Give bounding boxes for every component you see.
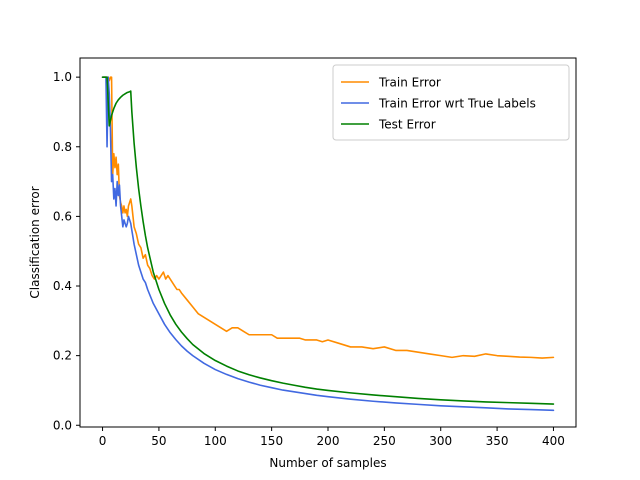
- y-tick-label: 0.2: [53, 349, 72, 363]
- x-tick-label: 300: [429, 434, 452, 448]
- legend-label: Train Error: [378, 76, 441, 90]
- series-line-train-error: [101, 76, 555, 359]
- y-tick-label: 0.8: [53, 140, 72, 154]
- x-axis-label: Number of samples: [269, 456, 386, 470]
- x-tick-label: 250: [373, 434, 396, 448]
- y-tick-label: 0.0: [53, 418, 72, 432]
- x-tick-label: 350: [486, 434, 509, 448]
- series-line-train-error-wrt-true-labels: [101, 76, 555, 412]
- legend-box: [332, 64, 570, 141]
- y-axis-ticks: 0.0 0.2 0.4 0.6 0.8 1.0: [53, 70, 80, 432]
- series-layer: [101, 76, 555, 412]
- y-tick-label: 1.0: [53, 70, 72, 84]
- y-tick-label: 0.6: [53, 209, 72, 223]
- series-line-test-error: [101, 76, 555, 405]
- x-tick-label: 150: [260, 434, 283, 448]
- x-axis-ticks: 0 50 100 150 200 250 300 350 400: [99, 427, 565, 448]
- legend-label: Test Error: [378, 118, 436, 132]
- legend-label: Train Error wrt True Labels: [378, 97, 536, 111]
- x-tick-label: 100: [204, 434, 227, 448]
- x-tick-label: 0: [99, 434, 107, 448]
- x-tick-label: 200: [317, 434, 340, 448]
- x-tick-label: 50: [151, 434, 166, 448]
- y-tick-label: 0.4: [53, 279, 72, 293]
- y-axis-label: Classification error: [28, 186, 42, 298]
- legend: Train Error Train Error wrt True Labels Te…: [332, 64, 570, 141]
- x-tick-label: 400: [542, 434, 565, 448]
